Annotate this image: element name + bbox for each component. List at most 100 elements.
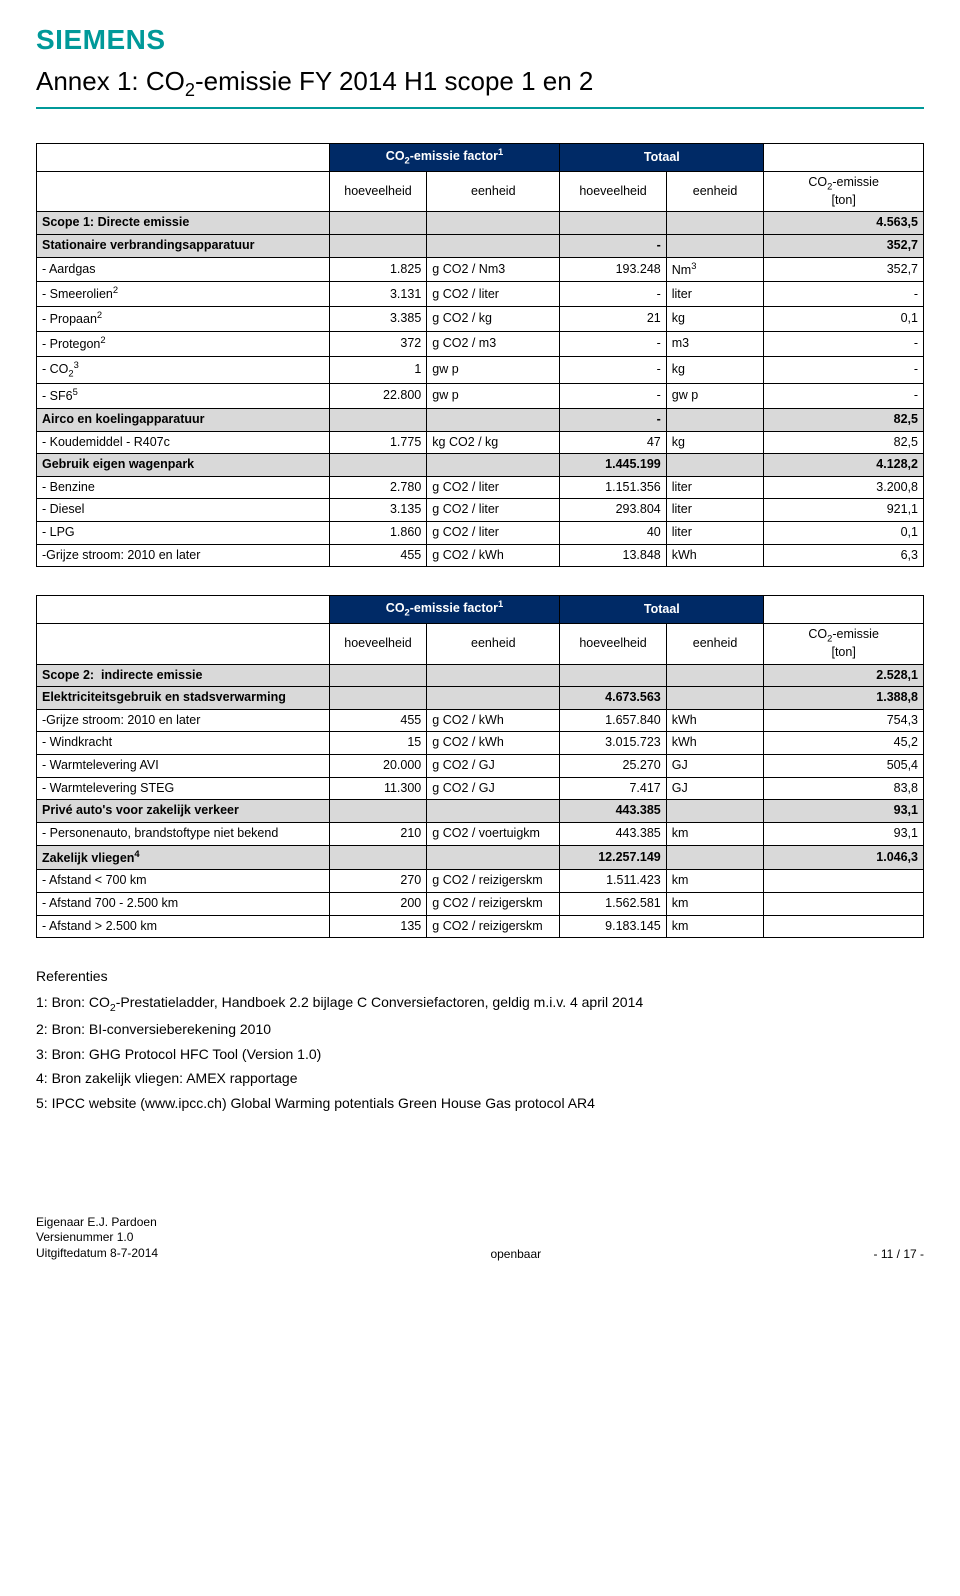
subheader-co2: CO2-emissie[ton] <box>764 171 924 212</box>
cell: - Afstand 700 - 2.500 km <box>37 892 330 915</box>
cell: Privé auto's voor zakelijk verkeer <box>37 800 330 823</box>
subheader-hoeveelheid: hoeveelheid <box>329 623 427 664</box>
cell: km <box>666 915 764 938</box>
cell: -Grijze stroom: 2010 en later <box>37 709 330 732</box>
cell <box>666 664 764 687</box>
cell: g CO2 / GJ <box>427 755 560 778</box>
cell: 4.673.563 <box>560 687 666 710</box>
cell: 3.200,8 <box>764 476 924 499</box>
cell: 83,8 <box>764 777 924 800</box>
subheader-eenheid: eenheid <box>666 623 764 664</box>
cell <box>666 687 764 710</box>
cell: kWh <box>666 544 764 567</box>
cell: gw p <box>427 356 560 383</box>
cell: 1.825 <box>329 257 427 282</box>
table-row: - Protegon2372g CO2 / m3-m3- <box>37 332 924 357</box>
table-row: - Windkracht15g CO2 / kWh3.015.723kWh45,… <box>37 732 924 755</box>
cell <box>329 800 427 823</box>
page-footer: Eigenaar E.J. Pardoen Versienummer 1.0 U… <box>36 1215 924 1262</box>
table-row: - Afstand 700 - 2.500 km200g CO2 / reizi… <box>37 892 924 915</box>
page-title: Annex 1: CO2-emissie FY 2014 H1 scope 1 … <box>36 66 924 101</box>
cell: Airco en koelingapparatuur <box>37 408 330 431</box>
header-totaal: Totaal <box>560 144 764 171</box>
cell <box>329 408 427 431</box>
cell: Elektriciteitsgebruik en stadsverwarming <box>37 687 330 710</box>
cell: g CO2 / reizigerskm <box>427 870 560 893</box>
table-row: Privé auto's voor zakelijk verkeer 443.38… <box>37 800 924 823</box>
cell: 1.860 <box>329 522 427 545</box>
header-factor: CO2-emissie factor1 <box>329 144 560 171</box>
cell: - Benzine <box>37 476 330 499</box>
table-row: - Afstand < 700 km270g CO2 / reizigerskm… <box>37 870 924 893</box>
cell: 47 <box>560 431 666 454</box>
cell: GJ <box>666 755 764 778</box>
header-factor: CO2-emissie factor1 <box>329 596 560 623</box>
cell <box>427 212 560 235</box>
references-heading: Referenties <box>36 966 924 988</box>
cell: - Afstand < 700 km <box>37 870 330 893</box>
table-row: - Warmtelevering STEG11.300g CO2 / GJ7.4… <box>37 777 924 800</box>
table-row: Zakelijk vliegen412.257.1491.046,3 <box>37 845 924 870</box>
cell <box>329 687 427 710</box>
cell: 3.015.723 <box>560 732 666 755</box>
cell: - CO23 <box>37 356 330 383</box>
cell: - <box>560 356 666 383</box>
cell: g CO2 / Nm3 <box>427 257 560 282</box>
cell: - <box>764 384 924 409</box>
table-row: - Propaan23.385g CO2 / kg21kg0,1 <box>37 307 924 332</box>
cell: g CO2 / kWh <box>427 732 560 755</box>
title-rule <box>36 107 924 109</box>
cell <box>764 892 924 915</box>
cell: 1.445.199 <box>560 454 666 477</box>
cell: 25.270 <box>560 755 666 778</box>
cell <box>427 664 560 687</box>
table-row: - Afstand > 2.500 km135g CO2 / reizigers… <box>37 915 924 938</box>
cell: g CO2 / kWh <box>427 709 560 732</box>
cell <box>764 870 924 893</box>
cell <box>427 235 560 258</box>
cell: 11.300 <box>329 777 427 800</box>
cell: 270 <box>329 870 427 893</box>
cell: 1.775 <box>329 431 427 454</box>
cell: -Grijze stroom: 2010 en later <box>37 544 330 567</box>
cell: kg <box>666 356 764 383</box>
cell: kg CO2 / kg <box>427 431 560 454</box>
cell: g CO2 / kWh <box>427 544 560 567</box>
table-subheader-row: hoeveelheid eenheid hoeveelheid eenheid … <box>37 623 924 664</box>
table-row: Stationaire verbrandingsapparatuur-352,7 <box>37 235 924 258</box>
cell <box>329 212 427 235</box>
cell: - Smeerolien2 <box>37 282 330 307</box>
cell: GJ <box>666 777 764 800</box>
cell: gw p <box>666 384 764 409</box>
reference-item: 3: Bron: GHG Protocol HFC Tool (Version … <box>36 1044 924 1066</box>
table-row: - Koudemiddel - R407c1.775kg CO2 / kg47k… <box>37 431 924 454</box>
cell: - <box>560 235 666 258</box>
cell: g CO2 / reizigerskm <box>427 915 560 938</box>
subheader-hoeveelheid: hoeveelheid <box>560 623 666 664</box>
cell: 2.528,1 <box>764 664 924 687</box>
cell <box>427 454 560 477</box>
cell: 505,4 <box>764 755 924 778</box>
cell <box>666 212 764 235</box>
cell: 443.385 <box>560 822 666 845</box>
cell: 443.385 <box>560 800 666 823</box>
table-row: - Diesel3.135g CO2 / liter293.804liter92… <box>37 499 924 522</box>
cell: 4.128,2 <box>764 454 924 477</box>
cell: 1 <box>329 356 427 383</box>
cell: - Diesel <box>37 499 330 522</box>
table-row: - Benzine2.780g CO2 / liter1.151.356lite… <box>37 476 924 499</box>
cell: liter <box>666 282 764 307</box>
cell: 1.657.840 <box>560 709 666 732</box>
cell: 3.385 <box>329 307 427 332</box>
cell: g CO2 / liter <box>427 282 560 307</box>
table-row: Scope 2: indirecte emissie2.528,1 <box>37 664 924 687</box>
table-subheader-row: hoeveelheid eenheid hoeveelheid eenheid … <box>37 171 924 212</box>
cell: g CO2 / GJ <box>427 777 560 800</box>
cell: 22.800 <box>329 384 427 409</box>
cell: 0,1 <box>764 522 924 545</box>
subheader-co2: CO2-emissie[ton] <box>764 623 924 664</box>
cell: - Personenauto, brandstoftype niet beken… <box>37 822 330 845</box>
scope2-table-wrap: CO2-emissie factor1 Totaal hoeveelheid e… <box>36 595 924 938</box>
cell: Scope 1: Directe emissie <box>37 212 330 235</box>
table-row: Gebruik eigen wagenpark1.445.1994.128,2 <box>37 454 924 477</box>
